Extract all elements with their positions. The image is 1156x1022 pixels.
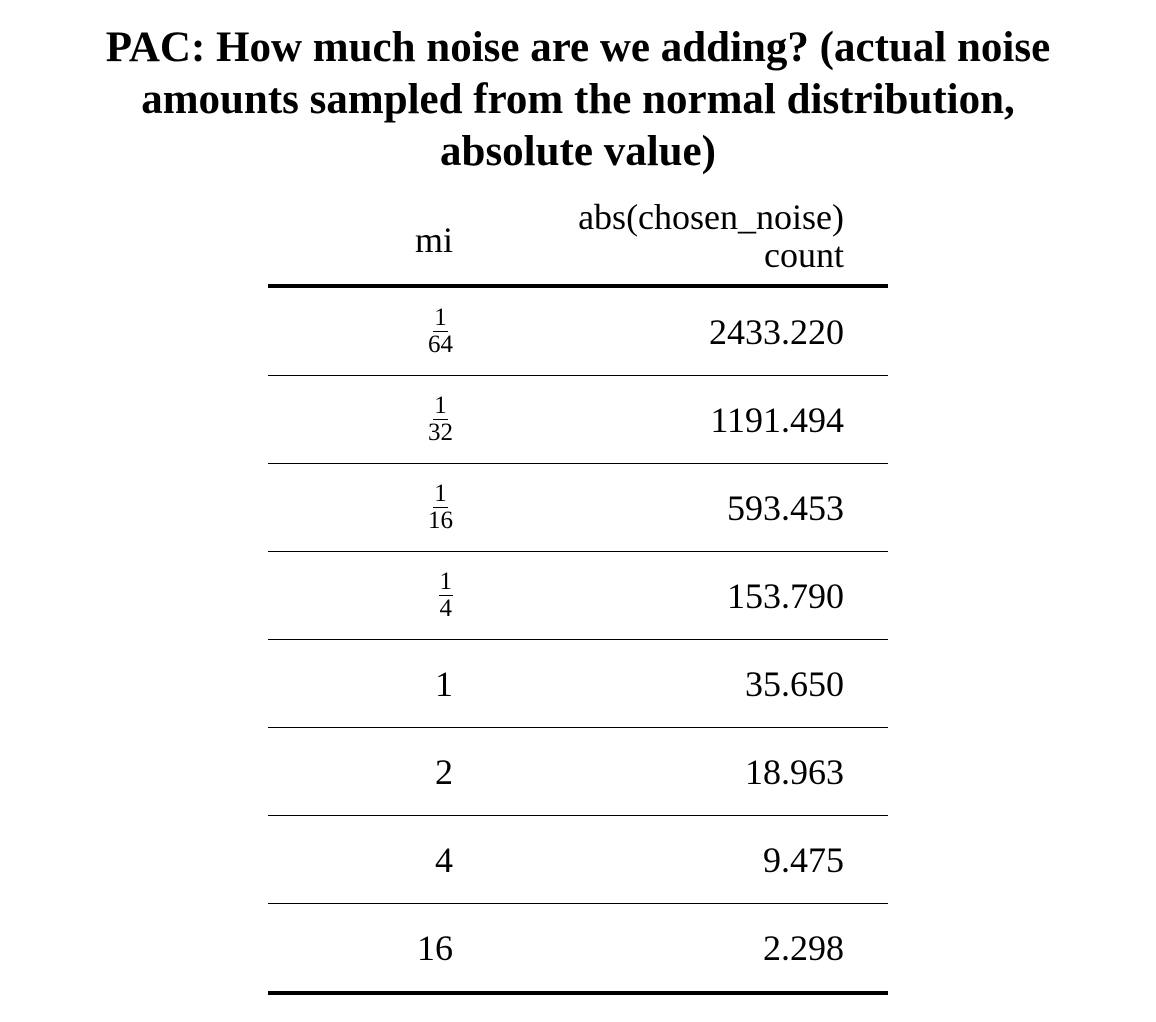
cell-mi: 1 32 (268, 376, 453, 463)
table-row: 16 2.298 (268, 904, 888, 995)
table-row: 1 16 593.453 (268, 464, 888, 552)
fraction: 1 4 (438, 568, 453, 622)
fraction: 1 32 (428, 393, 453, 446)
title-line: absolute value) (440, 128, 716, 175)
cell-mi: 1 64 (268, 288, 453, 375)
column-header-value-line1: abs(chosen_noise) (578, 197, 844, 237)
table-row: 4 9.475 (268, 816, 888, 904)
cell-value: 593.453 (727, 487, 844, 528)
table-header: mi abs(chosen_noise) count (268, 198, 888, 288)
table-row: 2 18.963 (268, 728, 888, 816)
cell-value: 2.298 (763, 927, 844, 968)
page-title: PAC: How much noise are we adding? (actu… (0, 22, 1156, 178)
fraction: 1 16 (428, 481, 453, 534)
table-row: 1 4 153.790 (268, 552, 888, 640)
column-header-mi: mi (414, 220, 453, 260)
fraction-denominator: 4 (439, 595, 453, 622)
noise-table: mi abs(chosen_noise) count 1 64 2433.220… (268, 198, 888, 995)
cell-value: 1191.494 (710, 399, 844, 440)
fraction-numerator: 1 (433, 480, 448, 508)
fraction-numerator: 1 (433, 304, 448, 332)
fraction: 1 64 (428, 305, 453, 358)
fraction-denominator: 64 (428, 331, 453, 358)
fraction-numerator: 1 (433, 392, 448, 420)
cell-mi: 1 16 (268, 464, 453, 551)
table-row: 1 64 2433.220 (268, 288, 888, 376)
fraction-numerator: 1 (438, 568, 453, 596)
fraction-denominator: 32 (428, 419, 453, 446)
cell-value: 9.475 (763, 839, 844, 880)
cell-mi: 16 (417, 927, 453, 968)
cell-mi: 1 (435, 663, 453, 704)
table-row: 1 32 1191.494 (268, 376, 888, 464)
column-header-value: abs(chosen_noise) count (578, 198, 844, 274)
cell-value: 2433.220 (709, 311, 844, 352)
cell-mi: 2 (435, 751, 453, 792)
cell-mi: 1 4 (268, 552, 453, 639)
column-header-value-line2: count (764, 235, 844, 275)
table-row: 1 35.650 (268, 640, 888, 728)
cell-value: 153.790 (727, 575, 844, 616)
cell-mi: 4 (435, 839, 453, 880)
cell-value: 35.650 (745, 663, 844, 704)
title-line: amounts sampled from the normal distribu… (141, 76, 1015, 123)
title-line: PAC: How much noise are we adding? (actu… (105, 24, 1051, 71)
cell-value: 18.963 (745, 751, 844, 792)
fraction-denominator: 16 (428, 507, 453, 534)
